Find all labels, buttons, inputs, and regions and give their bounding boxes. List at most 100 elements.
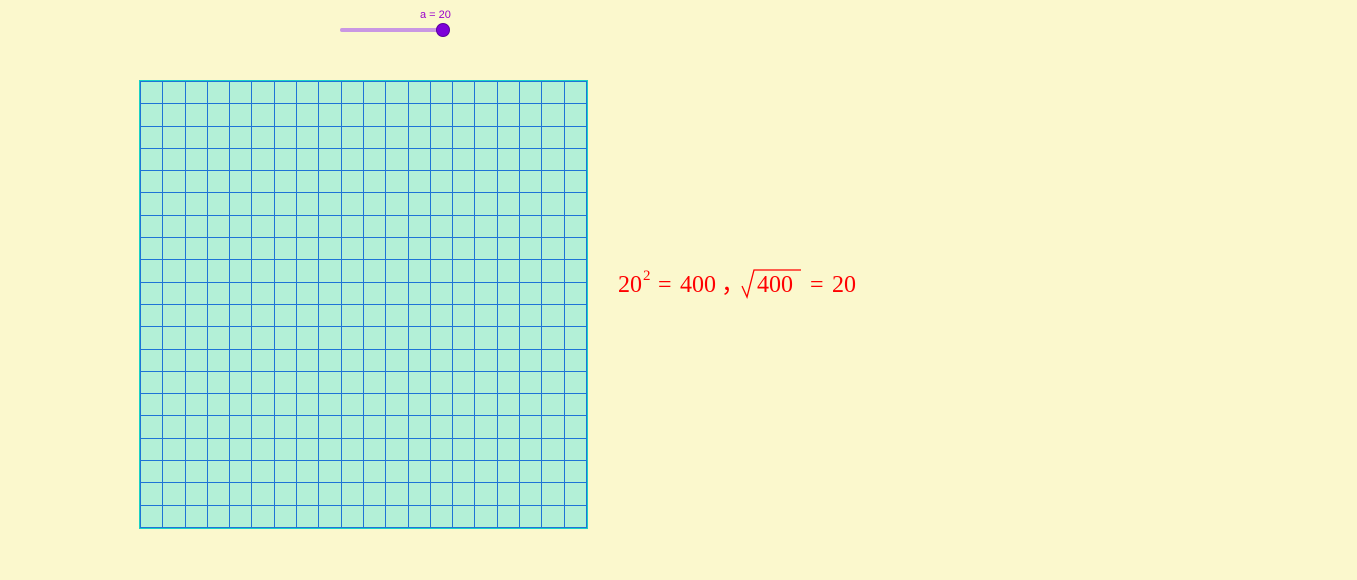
grid-cell	[163, 394, 185, 416]
grid-cell	[430, 505, 452, 527]
grid-cell	[453, 171, 475, 193]
grid-cell	[542, 282, 564, 304]
grid-cell	[163, 260, 185, 282]
grid-cell	[274, 483, 296, 505]
grid-cell	[475, 171, 497, 193]
geogebra-canvas: a = 20 20 2 = 400 ， 400	[0, 0, 1357, 580]
grid-cell	[497, 416, 519, 438]
grid-cell	[453, 215, 475, 237]
grid-cell	[363, 104, 385, 126]
grid-cell	[341, 438, 363, 460]
grid-cell	[341, 416, 363, 438]
grid-cell	[252, 82, 274, 104]
grid-cell	[542, 483, 564, 505]
grid-cell	[564, 126, 586, 148]
grid-cell	[274, 438, 296, 460]
slider-label-value: 20	[439, 9, 451, 21]
grid-cell	[475, 371, 497, 393]
grid-cell	[252, 126, 274, 148]
grid-cell	[230, 193, 252, 215]
grid-cell	[497, 394, 519, 416]
grid-cell	[297, 349, 319, 371]
grid-cell	[319, 327, 341, 349]
grid-cell	[386, 104, 408, 126]
grid-cell	[453, 260, 475, 282]
grid-cell	[564, 282, 586, 304]
grid-cell	[408, 394, 430, 416]
grid-cell	[475, 126, 497, 148]
grid-cell	[252, 171, 274, 193]
grid-cell	[141, 104, 163, 126]
grid-cell	[141, 304, 163, 326]
slider-thumb[interactable]	[436, 23, 450, 37]
grid-cell	[475, 438, 497, 460]
grid-cell	[341, 505, 363, 527]
grid-cell	[453, 461, 475, 483]
grid-cell	[252, 483, 274, 505]
grid-cell	[363, 416, 385, 438]
grid-cell	[564, 461, 586, 483]
grid-cell	[297, 483, 319, 505]
grid-cell	[520, 126, 542, 148]
grid-cell	[185, 416, 207, 438]
grid-cell	[274, 394, 296, 416]
grid-cell	[408, 349, 430, 371]
grid-cell	[252, 193, 274, 215]
grid-cell	[274, 505, 296, 527]
grid-cell	[274, 82, 296, 104]
grid-cell	[542, 238, 564, 260]
grid-cell	[141, 371, 163, 393]
grid-cell	[230, 505, 252, 527]
grid-cell	[207, 327, 229, 349]
formula-svg: 20 2 = 400 ， 400 = 20	[618, 264, 898, 304]
grid-cell	[430, 483, 452, 505]
grid-cell	[430, 394, 452, 416]
grid-cell	[341, 461, 363, 483]
grid-cell	[141, 349, 163, 371]
grid-cell	[230, 82, 252, 104]
grid-cell	[163, 215, 185, 237]
grid-cell	[341, 349, 363, 371]
grid-cell	[497, 304, 519, 326]
grid-cell	[363, 238, 385, 260]
grid-cell	[163, 438, 185, 460]
grid-cell	[408, 327, 430, 349]
grid-cell	[297, 304, 319, 326]
grid-cell	[453, 371, 475, 393]
grid-cell	[453, 416, 475, 438]
grid-cell	[185, 238, 207, 260]
grid-cell	[207, 238, 229, 260]
grid-cell	[520, 282, 542, 304]
slider-track[interactable]	[340, 28, 448, 32]
grid-cell	[430, 148, 452, 170]
grid-cell	[408, 438, 430, 460]
grid-cell	[141, 483, 163, 505]
grid-cell	[564, 483, 586, 505]
grid-cell	[520, 238, 542, 260]
grid-cell	[297, 461, 319, 483]
grid-cell	[564, 82, 586, 104]
grid-cell	[542, 193, 564, 215]
grid-cell	[386, 148, 408, 170]
grid-cell	[386, 193, 408, 215]
grid-cell	[386, 416, 408, 438]
grid-cell	[542, 126, 564, 148]
grid-cell	[163, 126, 185, 148]
grid-cell	[430, 193, 452, 215]
grid-cell	[141, 327, 163, 349]
grid-cell	[408, 416, 430, 438]
grid-cell	[453, 327, 475, 349]
formula-text: 20 2 = 400 ， 400 = 20	[618, 264, 898, 309]
grid-cell	[185, 304, 207, 326]
grid-cell	[497, 126, 519, 148]
grid-cell	[520, 394, 542, 416]
grid-cell	[252, 260, 274, 282]
grid-cell	[363, 349, 385, 371]
grid-cell	[141, 215, 163, 237]
grid-cell	[497, 461, 519, 483]
grid-cell	[274, 416, 296, 438]
grid-cell	[230, 349, 252, 371]
grid-cell	[185, 148, 207, 170]
grid-cell	[207, 193, 229, 215]
grid-cell	[341, 282, 363, 304]
